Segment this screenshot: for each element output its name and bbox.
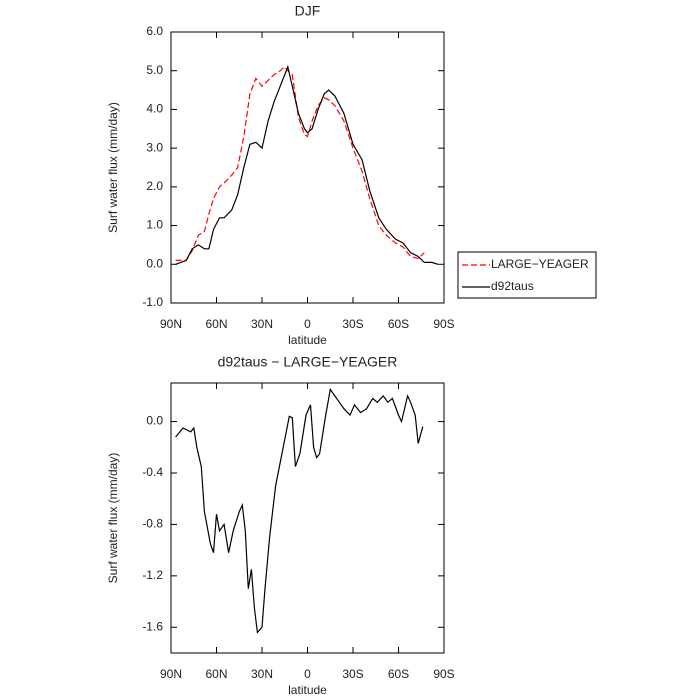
plot-frame (170, 382, 445, 654)
x-tick-label: 30N (251, 317, 273, 331)
plot-frame (170, 31, 445, 304)
data-line (175, 64, 439, 265)
legend-box (457, 251, 597, 299)
data-line (175, 65, 425, 261)
y-axis-label: Surf water flux (mm/day) (106, 102, 120, 233)
legend-label: LARGE−YEAGER (491, 257, 589, 271)
legend-label: d92taus (491, 279, 534, 293)
x-tick-label: 60N (205, 667, 227, 681)
y-tick-label: -0.4 (142, 465, 163, 479)
y-tick-label: 5.0 (146, 63, 163, 77)
x-tick-label: 60S (388, 317, 409, 331)
y-axis-label: Surf water flux (mm/day) (106, 453, 120, 584)
x-tick-label: 30N (251, 667, 273, 681)
y-tick-label: -1.6 (142, 619, 163, 633)
x-tick-label: 0 (304, 317, 311, 331)
data-line (175, 387, 424, 634)
x-axis-label: latitude (288, 333, 327, 347)
y-tick-label: -1.2 (142, 568, 163, 582)
x-tick-label: 60N (205, 317, 227, 331)
x-tick-label: 90N (160, 317, 182, 331)
x-tick-label: 60S (388, 667, 409, 681)
y-tick-label: 0.0 (146, 414, 163, 428)
x-axis-label: latitude (288, 683, 327, 697)
x-tick-label: 90N (160, 667, 182, 681)
x-tick-label: 90S (433, 667, 454, 681)
x-tick-label: 90S (433, 317, 454, 331)
chart-title: d92taus − LARGE−YEAGER (218, 354, 398, 370)
y-tick-label: -1.0 (142, 295, 163, 309)
chart-title: DJF (295, 3, 321, 19)
y-tick-label: 0.0 (146, 256, 163, 270)
x-tick-label: 30S (342, 667, 363, 681)
y-tick-label: 3.0 (146, 140, 163, 154)
y-tick-label: -0.8 (142, 517, 163, 531)
y-tick-label: 4.0 (146, 102, 163, 116)
x-tick-label: 0 (304, 667, 311, 681)
x-tick-label: 30S (342, 317, 363, 331)
y-tick-label: 1.0 (146, 218, 163, 232)
y-tick-label: 2.0 (146, 179, 163, 193)
y-tick-label: 6.0 (146, 24, 163, 38)
